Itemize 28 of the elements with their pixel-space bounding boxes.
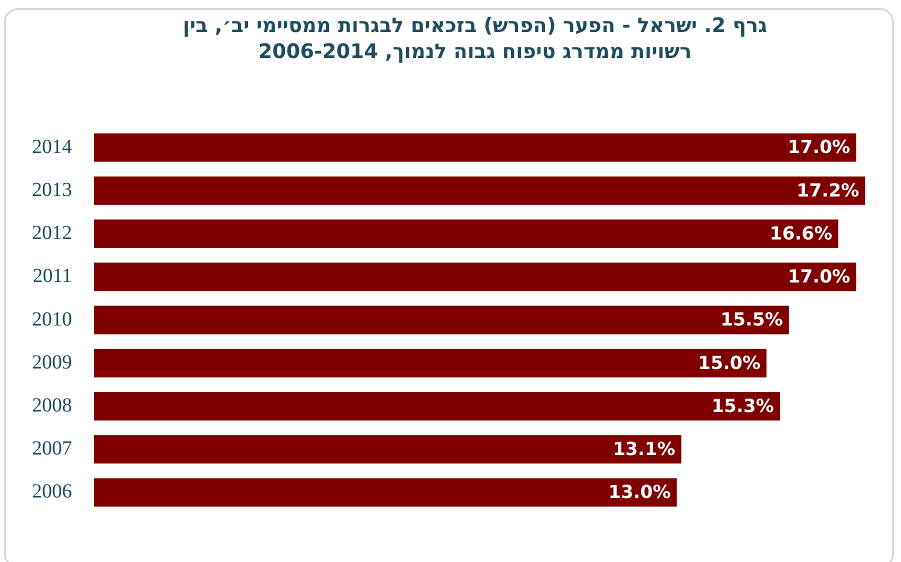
bar <box>94 478 677 507</box>
y-tick-label: 2006 <box>32 480 72 503</box>
bar <box>94 262 856 292</box>
bar <box>94 176 866 205</box>
y-tick-label: 2008 <box>32 394 72 416</box>
data-label: 17.0% <box>788 137 850 158</box>
y-tick-label: 2014 <box>32 136 72 158</box>
data-label: 16.6% <box>770 223 832 244</box>
data-label: 17.0% <box>788 266 850 288</box>
data-label: 13.1% <box>612 439 676 460</box>
data-label: 13.0% <box>608 482 671 504</box>
bar <box>94 435 682 464</box>
data-label: 15.5% <box>720 310 783 331</box>
y-tick-label: 2009 <box>32 351 72 374</box>
y-tick-label: 2012 <box>32 222 72 244</box>
data-label: 17.2% <box>796 180 860 202</box>
chart-title: גרף 2. ישראל - הפער (הפרש) בזכאים לבגרות ממסיימי יב׳, בין רשויות ממדרג טיפוח גבוה לנמוך, 2006-2014 <box>182 12 768 64</box>
bar <box>94 306 789 334</box>
data-label: 15.0% <box>698 352 760 374</box>
bar <box>94 348 766 378</box>
bar <box>94 220 838 248</box>
y-tick-label: 2010 <box>32 308 72 330</box>
y-tick-label: 2011 <box>32 265 72 288</box>
y-tick-label: 2013 <box>32 178 72 201</box>
bar <box>94 392 780 420</box>
bar <box>94 133 856 162</box>
data-label: 15.3% <box>711 396 774 417</box>
y-tick-label: 2007 <box>32 438 72 460</box>
